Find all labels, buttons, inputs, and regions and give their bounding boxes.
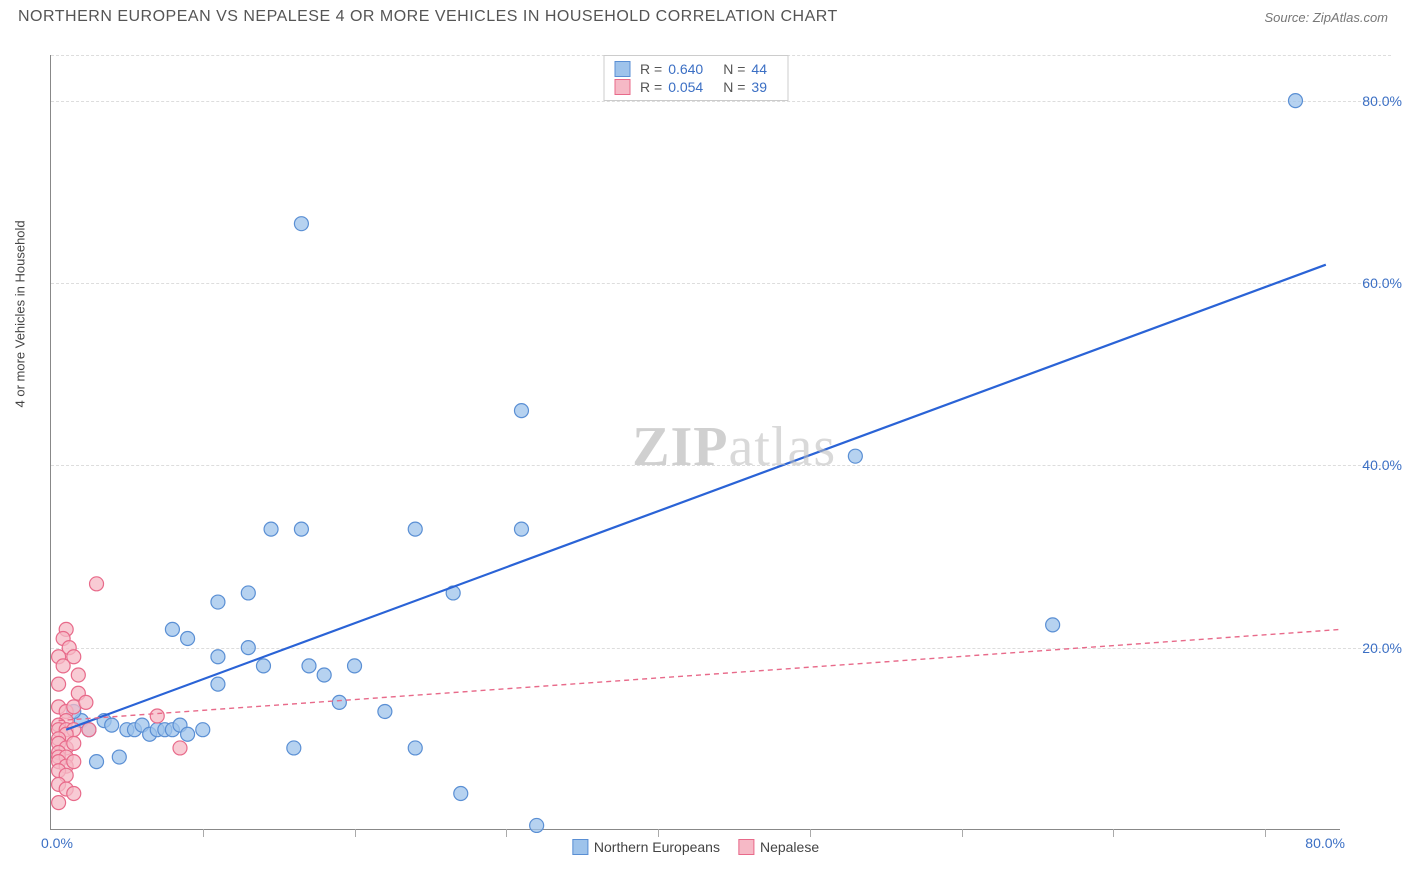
data-point [173, 741, 187, 755]
n-value: 44 [751, 61, 767, 77]
data-point [241, 586, 255, 600]
legend-label: Northern Europeans [594, 839, 720, 855]
data-point [302, 659, 316, 673]
data-point [82, 723, 96, 737]
y-axis-label: 4 or more Vehicles in Household [13, 220, 28, 407]
data-point [287, 741, 301, 755]
data-point [1288, 94, 1302, 108]
r-value: 0.640 [668, 61, 703, 77]
data-point [211, 595, 225, 609]
plot-area: 20.0%40.0%60.0%80.0% ZIPatlas R = 0.640N… [50, 55, 1340, 830]
data-point [150, 709, 164, 723]
legend-item: Northern Europeans [572, 839, 720, 855]
legend-swatch [614, 61, 630, 77]
data-point [105, 718, 119, 732]
y-tick-label: 60.0% [1362, 275, 1402, 291]
data-point [294, 522, 308, 536]
legend-label: Nepalese [760, 839, 819, 855]
data-point [71, 668, 85, 682]
x-tick-min: 0.0% [41, 835, 73, 851]
n-prefix: N = [723, 61, 745, 77]
legend-bottom: Northern Europeans Nepalese [572, 839, 819, 855]
data-point [256, 659, 270, 673]
data-point [165, 622, 179, 636]
x-tick-mark [1113, 829, 1114, 837]
data-point [90, 577, 104, 591]
legend-swatch [738, 839, 754, 855]
data-point [530, 818, 544, 832]
data-point [79, 695, 93, 709]
y-tick-label: 80.0% [1362, 93, 1402, 109]
n-prefix: N = [723, 79, 745, 95]
data-point [454, 787, 468, 801]
x-tick-mark [810, 829, 811, 837]
x-tick-mark [658, 829, 659, 837]
r-prefix: R = [640, 79, 662, 95]
data-point [848, 449, 862, 463]
data-point [67, 736, 81, 750]
data-point [67, 755, 81, 769]
data-point [332, 695, 346, 709]
data-point [264, 522, 278, 536]
x-tick-mark [1265, 829, 1266, 837]
data-point [196, 723, 210, 737]
x-tick-max: 80.0% [1305, 835, 1345, 851]
data-point [408, 522, 422, 536]
x-tick-mark [962, 829, 963, 837]
data-point [52, 796, 66, 810]
data-point [348, 659, 362, 673]
data-point [56, 659, 70, 673]
legend-stat-row: R = 0.640 N = 44 [614, 60, 777, 78]
trend-line [66, 265, 1326, 730]
data-point [514, 404, 528, 418]
data-point [90, 755, 104, 769]
legend-swatch [572, 839, 588, 855]
data-point [378, 704, 392, 718]
r-prefix: R = [640, 61, 662, 77]
data-point [294, 217, 308, 231]
data-point [408, 741, 422, 755]
data-point [52, 677, 66, 691]
scatter-plot-svg [51, 55, 1341, 830]
data-point [1046, 618, 1060, 632]
legend-item: Nepalese [738, 839, 819, 855]
data-point [317, 668, 331, 682]
data-point [181, 632, 195, 646]
legend-stats-box: R = 0.640 N = 44 R = 0.054 N = 39 [603, 55, 788, 101]
legend-stat-row: R = 0.054 N = 39 [614, 78, 777, 96]
chart-container: 20.0%40.0%60.0%80.0% ZIPatlas R = 0.640N… [50, 55, 1340, 830]
data-point [181, 727, 195, 741]
x-tick-mark [506, 829, 507, 837]
y-tick-label: 20.0% [1362, 640, 1402, 656]
data-point [211, 650, 225, 664]
data-point [211, 677, 225, 691]
x-tick-mark [355, 829, 356, 837]
data-point [241, 641, 255, 655]
data-point [112, 750, 126, 764]
n-value: 39 [751, 79, 767, 95]
data-point [514, 522, 528, 536]
chart-title: NORTHERN EUROPEAN VS NEPALESE 4 OR MORE … [18, 8, 838, 26]
data-point [67, 787, 81, 801]
source-label: Source: ZipAtlas.com [1264, 10, 1388, 25]
x-tick-mark [203, 829, 204, 837]
y-tick-label: 40.0% [1362, 457, 1402, 473]
r-value: 0.054 [668, 79, 703, 95]
legend-swatch [614, 79, 630, 95]
